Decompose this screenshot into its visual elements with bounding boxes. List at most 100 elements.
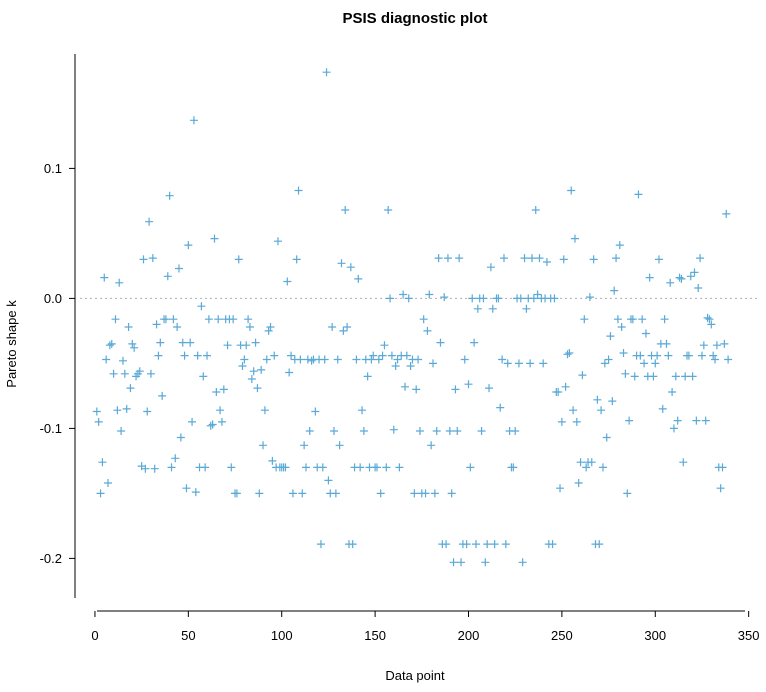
data-point bbox=[694, 284, 703, 292]
data-point bbox=[425, 290, 434, 299]
data-point bbox=[669, 424, 678, 433]
data-point bbox=[374, 355, 383, 364]
data-point bbox=[141, 464, 150, 473]
data-point bbox=[692, 416, 701, 425]
data-points bbox=[92, 68, 733, 567]
data-point bbox=[434, 254, 443, 263]
data-point bbox=[662, 339, 671, 348]
data-point bbox=[533, 290, 542, 299]
data-point bbox=[188, 417, 197, 426]
data-point bbox=[445, 427, 454, 435]
data-point bbox=[356, 463, 365, 472]
data-point bbox=[671, 372, 680, 381]
data-point bbox=[216, 406, 225, 415]
data-point bbox=[328, 323, 337, 331]
data-point bbox=[247, 375, 256, 383]
data-point bbox=[447, 489, 456, 498]
data-point bbox=[412, 385, 421, 394]
data-point bbox=[597, 406, 606, 415]
y-tick-label: 0.1 bbox=[44, 161, 62, 176]
data-point bbox=[234, 255, 243, 264]
data-point bbox=[449, 558, 458, 567]
data-point bbox=[697, 351, 706, 360]
data-point bbox=[720, 339, 729, 348]
data-point bbox=[499, 254, 508, 263]
data-point bbox=[208, 420, 217, 429]
data-point bbox=[240, 355, 249, 364]
data-point bbox=[703, 313, 712, 322]
data-point bbox=[602, 433, 611, 442]
data-point bbox=[415, 427, 424, 435]
data-point bbox=[686, 272, 695, 281]
data-point bbox=[430, 489, 439, 498]
data-point bbox=[677, 274, 686, 283]
data-point bbox=[709, 351, 718, 360]
data-point bbox=[511, 427, 520, 435]
data-point bbox=[182, 484, 191, 493]
data-point bbox=[249, 367, 258, 376]
data-point bbox=[406, 362, 415, 370]
data-point bbox=[158, 391, 167, 400]
data-point bbox=[466, 463, 475, 472]
data-point bbox=[630, 372, 639, 381]
data-point bbox=[440, 293, 449, 302]
data-point bbox=[529, 294, 538, 303]
data-point bbox=[587, 458, 596, 467]
data-point bbox=[498, 355, 507, 364]
data-point bbox=[404, 294, 413, 303]
data-point bbox=[608, 397, 617, 406]
data-point bbox=[561, 382, 570, 391]
data-point bbox=[542, 258, 551, 266]
data-point bbox=[117, 427, 126, 435]
data-point bbox=[675, 273, 684, 282]
data-point bbox=[400, 382, 409, 391]
data-point bbox=[152, 320, 161, 329]
data-point bbox=[539, 359, 548, 368]
data-point bbox=[219, 385, 228, 394]
data-point bbox=[184, 241, 193, 250]
data-point bbox=[210, 234, 219, 243]
data-point bbox=[402, 351, 411, 360]
x-ticks: 0 50 100 150 200 250 300 350 bbox=[91, 611, 760, 643]
data-point bbox=[111, 315, 120, 324]
data-point bbox=[156, 338, 165, 347]
data-point bbox=[503, 359, 512, 368]
data-point bbox=[681, 372, 690, 381]
data-point bbox=[554, 388, 563, 396]
data-point bbox=[483, 540, 492, 549]
data-point bbox=[331, 489, 340, 498]
data-point bbox=[363, 372, 372, 381]
data-point bbox=[684, 351, 693, 360]
data-point bbox=[455, 254, 464, 263]
data-point bbox=[414, 355, 423, 364]
data-point bbox=[143, 407, 152, 416]
data-point bbox=[468, 294, 477, 303]
data-point bbox=[204, 315, 213, 324]
data-point bbox=[305, 427, 314, 435]
data-point bbox=[576, 458, 585, 467]
x-tick-label: 300 bbox=[644, 628, 666, 643]
data-point bbox=[386, 294, 395, 303]
data-point bbox=[395, 463, 404, 472]
data-point bbox=[253, 384, 262, 393]
data-point bbox=[716, 484, 725, 493]
data-point bbox=[494, 294, 503, 303]
data-point bbox=[262, 355, 271, 364]
data-point bbox=[223, 341, 232, 350]
data-point bbox=[679, 458, 688, 467]
data-point bbox=[615, 241, 624, 250]
data-point bbox=[613, 315, 622, 324]
data-point bbox=[238, 362, 247, 370]
y-ticks: -0.2 -0.1 0.0 0.1 bbox=[40, 161, 75, 566]
data-point bbox=[567, 186, 576, 195]
data-point bbox=[641, 329, 650, 338]
data-point bbox=[580, 315, 589, 324]
data-point bbox=[186, 338, 195, 347]
data-point bbox=[464, 380, 473, 389]
data-point bbox=[610, 286, 619, 295]
data-point bbox=[300, 441, 309, 450]
data-point bbox=[481, 558, 490, 567]
data-point bbox=[288, 489, 297, 498]
data-point bbox=[199, 372, 208, 381]
data-point bbox=[572, 417, 581, 426]
